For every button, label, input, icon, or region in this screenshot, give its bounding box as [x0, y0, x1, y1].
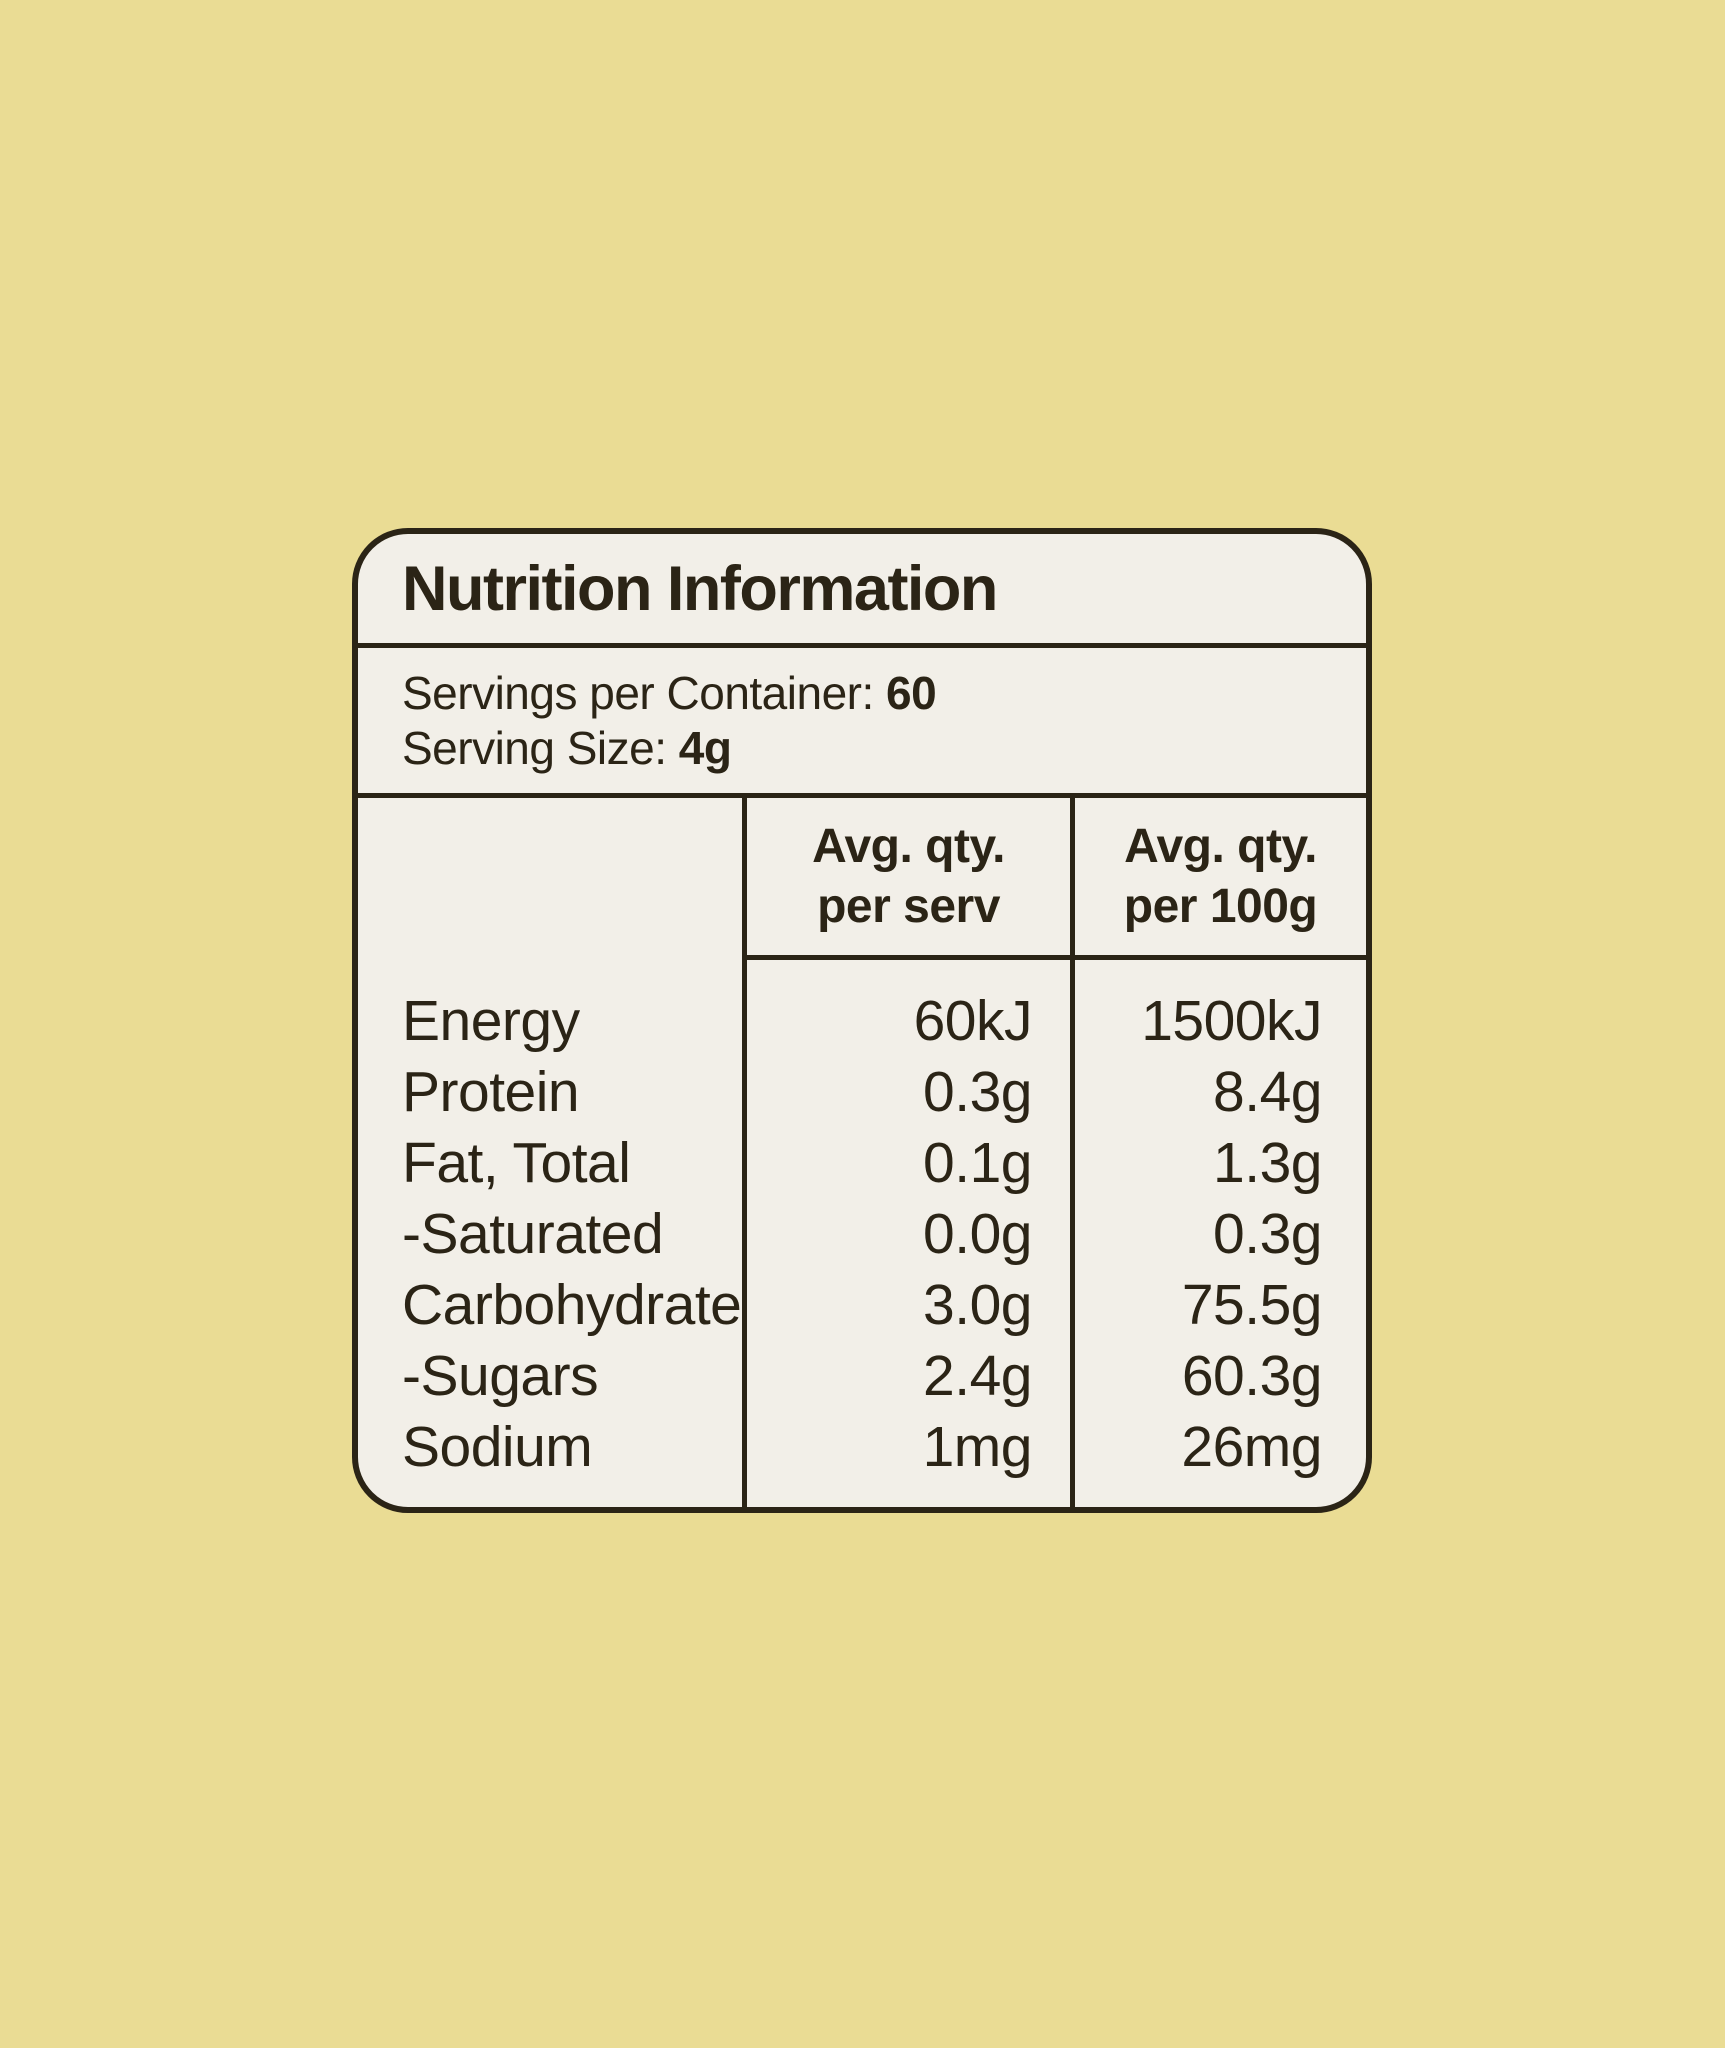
servings-per-container-value: 60: [886, 667, 937, 719]
servings-per-container-line: Servings per Container: 60: [402, 670, 1366, 716]
nutrient-name: Sodium: [402, 1415, 593, 1479]
per-serv-value: 2.4g: [923, 1344, 1032, 1408]
serving-size-line: Serving Size: 4g: [402, 725, 1366, 771]
serving-size-value: 4g: [678, 722, 732, 774]
per-100g-value: 1.3g: [1213, 1131, 1322, 1195]
per-serv-value: 3.0g: [923, 1273, 1032, 1337]
per-100g-value: 75.5g: [1181, 1273, 1323, 1337]
nutrient-name-column: Energy Protein Fat, Total -Saturated Car…: [358, 960, 742, 1507]
serving-size-label: Serving Size:: [402, 722, 667, 774]
nutrition-table: Avg. qty. per serv Avg. qty. per 100g En…: [358, 798, 1366, 1507]
per-serv-value-column: 60kJ 0.3g 0.1g 0.0g 3.0g 2.4g 1mg: [742, 960, 1070, 1507]
nutrient-name: Energy: [402, 989, 580, 1053]
nutrient-name: Protein: [402, 1060, 580, 1124]
nutrient-name: -Saturated: [402, 1202, 664, 1266]
nutrition-table-body: Energy Protein Fat, Total -Saturated Car…: [358, 960, 1366, 1507]
nutrient-name: -Sugars: [402, 1344, 599, 1408]
header-avg-qty-per-serv: Avg. qty. per serv: [742, 798, 1070, 960]
per-100g-value: 1500kJ: [1141, 989, 1322, 1053]
servings-per-container-label: Servings per Container:: [402, 667, 874, 719]
per-100g-value-column: 1500kJ 8.4g 1.3g 0.3g 75.5g 60.3g 26mg: [1070, 960, 1366, 1507]
header-per-serv-line2: per serv: [817, 879, 1000, 933]
per-100g-value: 0.3g: [1213, 1202, 1322, 1266]
nutrition-table-header: Avg. qty. per serv Avg. qty. per 100g: [358, 798, 1366, 960]
per-100g-value: 60.3g: [1181, 1344, 1323, 1408]
panel-title-section: Nutrition Information: [358, 534, 1366, 648]
per-serv-value: 60kJ: [913, 989, 1033, 1053]
header-per-serv-line1: Avg. qty.: [812, 819, 1005, 873]
header-avg-qty-per-100g: Avg. qty. per 100g: [1070, 798, 1366, 960]
header-per-100g-line2: per 100g: [1123, 879, 1318, 933]
nutrition-information-panel: Nutrition Information Servings per Conta…: [352, 528, 1372, 1513]
nutrient-name: Carbohydrate: [402, 1273, 742, 1337]
per-serv-value: 0.1g: [923, 1131, 1032, 1195]
nutrient-name: Fat, Total: [402, 1131, 631, 1195]
per-100g-value: 8.4g: [1213, 1060, 1322, 1124]
per-serv-value: 0.0g: [923, 1202, 1032, 1266]
serving-info-section: Servings per Container: 60 Serving Size:…: [358, 648, 1366, 798]
per-serv-value: 0.3g: [923, 1060, 1032, 1124]
panel-title: Nutrition Information: [402, 553, 998, 624]
header-nutrient-column-spacer: [358, 798, 742, 960]
header-per-100g-line1: Avg. qty.: [1124, 819, 1317, 873]
per-100g-value: 26mg: [1181, 1415, 1322, 1479]
per-serv-value: 1mg: [922, 1415, 1033, 1479]
